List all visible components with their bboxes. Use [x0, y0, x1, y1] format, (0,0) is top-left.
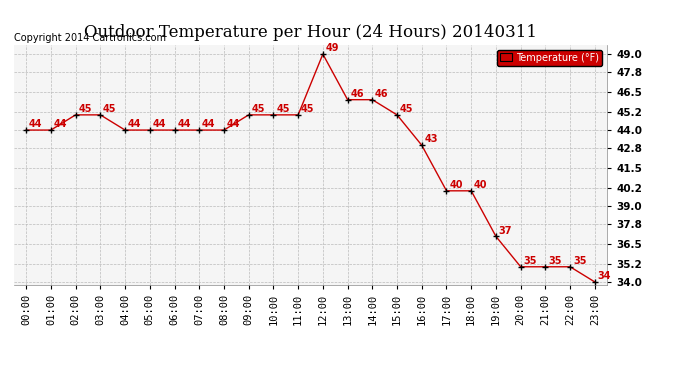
Text: 44: 44 — [29, 119, 43, 129]
Text: 44: 44 — [54, 119, 67, 129]
Text: 49: 49 — [326, 44, 339, 53]
Text: 45: 45 — [301, 104, 315, 114]
Text: Copyright 2014 Cartronics.com: Copyright 2014 Cartronics.com — [14, 33, 166, 43]
Text: 45: 45 — [79, 104, 92, 114]
Text: 44: 44 — [152, 119, 166, 129]
Text: 45: 45 — [276, 104, 290, 114]
Text: 37: 37 — [499, 226, 512, 236]
Title: Outdoor Temperature per Hour (24 Hours) 20140311: Outdoor Temperature per Hour (24 Hours) … — [84, 24, 537, 40]
Text: 40: 40 — [449, 180, 463, 190]
Text: 44: 44 — [128, 119, 141, 129]
Text: 34: 34 — [598, 271, 611, 281]
Text: 45: 45 — [400, 104, 413, 114]
Text: 44: 44 — [177, 119, 191, 129]
Text: 44: 44 — [227, 119, 240, 129]
Text: 44: 44 — [202, 119, 215, 129]
Text: 40: 40 — [474, 180, 488, 190]
Text: 35: 35 — [524, 256, 537, 266]
Text: 46: 46 — [351, 89, 364, 99]
Text: 35: 35 — [573, 256, 586, 266]
Text: 46: 46 — [375, 89, 388, 99]
Legend: Temperature (°F): Temperature (°F) — [497, 50, 602, 66]
Text: 43: 43 — [424, 135, 438, 144]
Text: 45: 45 — [251, 104, 265, 114]
Text: 35: 35 — [548, 256, 562, 266]
Text: 45: 45 — [103, 104, 117, 114]
